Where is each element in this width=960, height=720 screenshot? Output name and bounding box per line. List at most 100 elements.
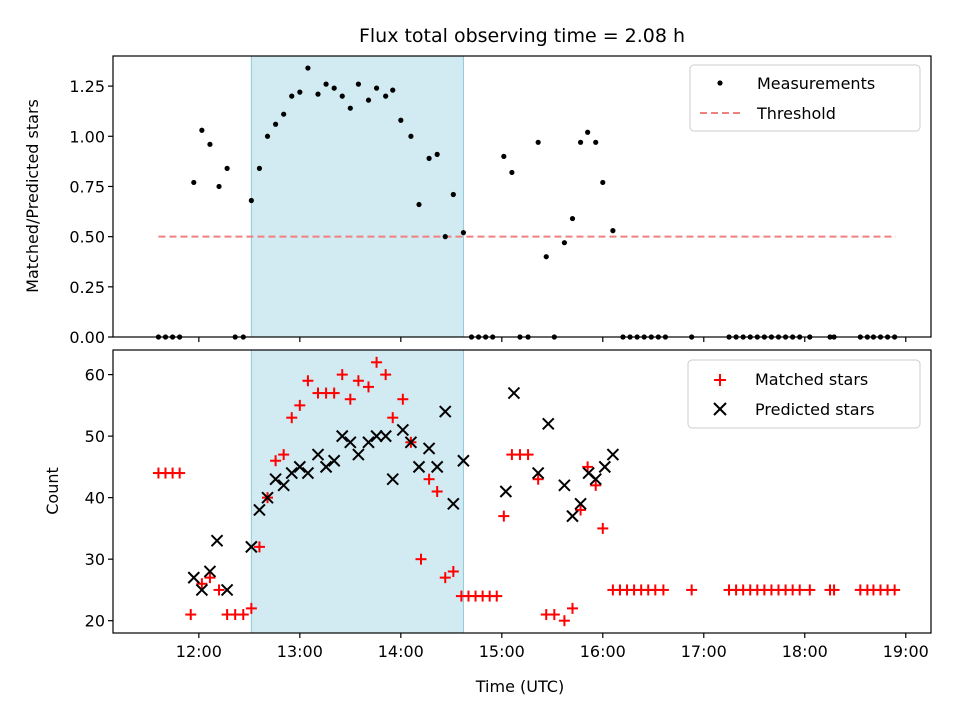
measurement-point — [460, 230, 467, 236]
matched-star-point — [804, 584, 816, 596]
matched-star-point — [302, 375, 314, 387]
measurement-point — [577, 139, 584, 145]
x-tick-label: 16:00 — [580, 642, 626, 661]
matched-star-point — [447, 565, 459, 577]
measurement-point — [224, 165, 230, 171]
legend-threshold-label: Threshold — [756, 104, 836, 123]
matched-star-point — [352, 375, 364, 387]
x-tick-label: 18:00 — [782, 642, 828, 661]
predicted-star-point — [499, 485, 513, 498]
matched-star-point — [286, 412, 298, 424]
predicted-star-point — [261, 491, 274, 504]
predicted-stars-points — [187, 386, 620, 597]
legend-matched-label: Matched stars — [755, 370, 868, 389]
predicted-star-point — [396, 423, 410, 437]
predicted-star-point — [422, 442, 436, 455]
top-axes-frame — [112, 55, 932, 338]
predicted-star-point — [327, 454, 341, 467]
measurement-point — [383, 93, 389, 99]
measurement-point — [264, 133, 271, 139]
matched-star-point — [686, 584, 698, 596]
matched-star-point — [294, 399, 306, 411]
measurement-point — [339, 93, 345, 99]
measurement-point — [355, 81, 361, 87]
matched-star-point — [431, 486, 443, 497]
predicted-star-point — [352, 448, 365, 461]
measurement-point — [256, 165, 263, 171]
bottom-axes-frame — [112, 349, 932, 634]
matched-star-point — [344, 393, 356, 405]
measurement-point — [373, 85, 380, 91]
legend-measurements-marker — [717, 80, 723, 86]
measurement-point — [450, 191, 456, 198]
matched-star-point — [522, 449, 534, 461]
matched-star-point — [185, 609, 197, 621]
predicted-star-point — [195, 583, 209, 597]
matched-star-point — [213, 584, 225, 596]
legend-matched-marker — [714, 374, 726, 386]
matched-star-point — [423, 473, 435, 485]
y-tick-label: 0.50 — [69, 228, 105, 247]
y-tick-label: 0.75 — [69, 177, 105, 196]
measurement-point — [191, 179, 197, 186]
measurement-point — [509, 169, 515, 176]
matched-star-point — [566, 602, 578, 614]
matched-star-point — [362, 381, 374, 393]
predicted-star-point — [220, 583, 234, 597]
measurement-point — [434, 151, 440, 157]
predicted-star-point — [311, 448, 325, 461]
predicted-star-point — [253, 503, 266, 517]
y-ticks-bottom: 20 30 40 50 60 — [85, 366, 113, 631]
matched-star-point — [371, 356, 383, 368]
x-tick-label: 12:00 — [176, 642, 222, 661]
observing-span-top — [250, 55, 464, 338]
y-tick-label: 40 — [85, 489, 105, 508]
measurement-point — [593, 139, 599, 145]
predicted-star-point — [531, 466, 545, 480]
measurement-point — [501, 153, 507, 159]
y-ticks-top: 0.00 0.25 0.50 0.75 1.00 1.25 — [69, 77, 113, 347]
measurement-point — [610, 228, 616, 234]
matched-star-point — [204, 572, 216, 584]
measurement-point — [585, 129, 591, 135]
predicted-star-point — [447, 497, 460, 511]
predicted-star-point — [336, 429, 349, 443]
matched-star-point — [380, 369, 392, 381]
matched-star-point — [439, 572, 451, 584]
measurement-point — [207, 141, 213, 147]
legend-measurements-label: Measurements — [757, 74, 875, 93]
matched-star-point — [245, 602, 257, 614]
predicted-star-point — [574, 497, 587, 511]
matched-star-point — [491, 590, 503, 602]
predicted-star-point — [457, 454, 470, 467]
chart-title: Flux total observing time = 2.08 h — [359, 25, 685, 47]
matched-stars-points — [152, 356, 901, 627]
predicted-star-point — [285, 466, 298, 480]
measurement-point — [281, 111, 287, 117]
predicted-star-point — [187, 571, 200, 584]
measurement-point — [408, 133, 414, 139]
predicted-star-point — [558, 479, 571, 492]
matched-star-point — [196, 578, 208, 590]
matched-star-point — [336, 369, 348, 381]
predicted-star-point — [344, 436, 357, 449]
measurement-point — [365, 97, 372, 103]
x-tick-label: 15:00 — [479, 642, 525, 661]
measurement-point — [331, 85, 337, 91]
ratio-panel: 0.00 0.25 0.50 0.75 1.00 1.25 Matched/Predict… — [23, 55, 932, 347]
count-panel: 20 30 40 50 60 12:00 13:00 14:00 15:00 16:00 17:0… — [43, 349, 932, 696]
predicted-star-point — [542, 417, 555, 431]
measurement-point — [569, 215, 576, 222]
observing-span-bottom — [250, 349, 464, 634]
measurement-point — [297, 89, 303, 95]
matched-star-point — [657, 584, 669, 596]
predicted-star-point — [412, 460, 426, 474]
y-tick-label: 30 — [85, 550, 105, 569]
measurement-point — [248, 197, 254, 204]
measurement-point — [442, 234, 448, 240]
matched-star-point — [828, 584, 840, 596]
matched-star-point — [498, 510, 510, 522]
matched-star-point — [597, 522, 609, 534]
matched-star-point — [253, 541, 265, 553]
measurement-point — [199, 127, 205, 133]
